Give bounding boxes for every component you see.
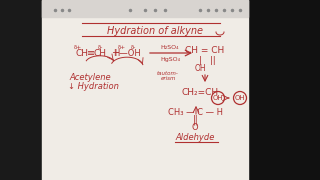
Text: |: | (199, 55, 201, 64)
Bar (0, 0, 42, 180)
Text: CH = CH: CH = CH (185, 46, 225, 55)
Text: δ-: δ- (97, 44, 103, 50)
Bar (248, 0, 320, 180)
Text: CH₂=CH: CH₂=CH (181, 87, 219, 96)
Text: O: O (192, 123, 198, 132)
Text: δ-: δ- (130, 44, 136, 50)
Text: ‖: ‖ (193, 115, 197, 125)
Text: ↓ Hydration: ↓ Hydration (68, 82, 118, 91)
Bar (42, 0, 248, 17)
Text: δ+: δ+ (74, 44, 82, 50)
Text: OH: OH (194, 64, 206, 73)
Text: H₂SO₄: H₂SO₄ (161, 44, 179, 50)
Text: erism: erism (160, 75, 176, 80)
Text: δ+: δ+ (118, 44, 126, 50)
Text: Hydration of alkyne: Hydration of alkyne (107, 26, 203, 36)
Text: CH: CH (93, 48, 107, 57)
Text: +: + (111, 48, 119, 58)
Text: OH: OH (235, 95, 245, 101)
Text: tautom-: tautom- (157, 71, 179, 75)
Text: H—OH: H—OH (113, 48, 141, 57)
Text: Aldehyde: Aldehyde (175, 132, 215, 141)
Text: ≡: ≡ (87, 48, 95, 58)
Text: ||: || (210, 55, 216, 64)
Text: HgSO₄: HgSO₄ (160, 57, 180, 62)
Bar (42, 0, 248, 180)
Text: CH₃ — C — H: CH₃ — C — H (167, 107, 222, 116)
Text: CH: CH (76, 48, 89, 57)
Text: Acetylene: Acetylene (69, 73, 111, 82)
Text: OH: OH (213, 95, 223, 101)
